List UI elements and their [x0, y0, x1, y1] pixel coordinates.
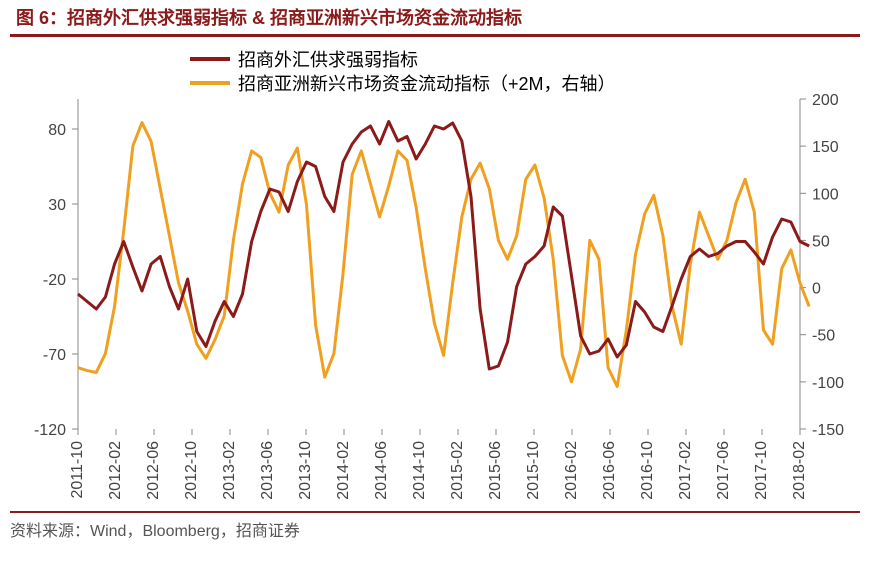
legend-label-1: 招商外汇供求强弱指标	[238, 46, 418, 72]
title-rule-top	[10, 34, 860, 37]
svg-text:-20: -20	[43, 272, 66, 289]
svg-text:200: 200	[812, 92, 839, 109]
figure-title: 图 6：招商外汇供求强弱指标 & 招商亚洲新兴市场资金流动指标	[10, 4, 522, 30]
svg-text:-100: -100	[812, 375, 844, 392]
legend-item-1: 招商外汇供求强弱指标	[190, 47, 616, 71]
svg-text:2013-06: 2013-06	[259, 441, 276, 500]
svg-text:2014-02: 2014-02	[335, 441, 352, 500]
chart-svg: -120 -70 -20 30 80 -150 -100 -50 0 50 100 150 200 201…	[10, 43, 860, 511]
svg-text:0: 0	[812, 281, 821, 298]
svg-text:80: 80	[48, 122, 66, 139]
svg-text:2012-06: 2012-06	[145, 441, 162, 500]
svg-text:2015-02: 2015-02	[449, 441, 466, 500]
svg-text:2015-06: 2015-06	[487, 441, 504, 500]
plot-area: 招商外汇供求强弱指标 招商亚洲新兴市场资金流动指标（+2M，右轴） -120 -7…	[10, 43, 860, 511]
svg-text:50: 50	[812, 233, 830, 250]
svg-text:2016-02: 2016-02	[563, 441, 580, 500]
legend-swatch-2	[190, 81, 230, 85]
legend-swatch-1	[190, 57, 230, 61]
legend-label-2: 招商亚洲新兴市场资金流动指标（+2M，右轴）	[238, 70, 616, 96]
svg-text:150: 150	[812, 139, 839, 156]
title-bar: 图 6：招商外汇供求强弱指标 & 招商亚洲新兴市场资金流动指标	[10, 0, 860, 34]
svg-text:2011-10: 2011-10	[69, 441, 86, 499]
svg-text:2012-10: 2012-10	[183, 441, 200, 500]
svg-text:2017-06: 2017-06	[715, 441, 732, 500]
svg-text:2013-10: 2013-10	[297, 441, 314, 500]
svg-text:2018-02: 2018-02	[791, 441, 808, 500]
svg-text:2013-02: 2013-02	[221, 441, 238, 500]
svg-text:2017-10: 2017-10	[753, 441, 770, 500]
bottom-rule	[10, 511, 860, 513]
legend-item-2: 招商亚洲新兴市场资金流动指标（+2M，右轴）	[190, 71, 616, 95]
figure: 图 6：招商外汇供求强弱指标 & 招商亚洲新兴市场资金流动指标 招商外汇供求强弱…	[0, 0, 870, 576]
source-text: 资料来源：Wind，Bloomberg，招商证券	[10, 517, 860, 541]
svg-text:100: 100	[812, 186, 839, 203]
svg-text:2014-06: 2014-06	[373, 441, 390, 500]
svg-text:-70: -70	[43, 347, 66, 364]
svg-text:-120: -120	[34, 422, 66, 439]
svg-text:2014-10: 2014-10	[411, 441, 428, 500]
svg-text:2012-02: 2012-02	[107, 441, 124, 500]
svg-text:2016-06: 2016-06	[601, 441, 618, 500]
svg-text:30: 30	[48, 197, 66, 214]
svg-text:2016-10: 2016-10	[639, 441, 656, 500]
svg-text:2015-10: 2015-10	[525, 441, 542, 500]
svg-text:-50: -50	[812, 328, 835, 345]
svg-text:-150: -150	[812, 422, 844, 439]
legend: 招商外汇供求强弱指标 招商亚洲新兴市场资金流动指标（+2M，右轴）	[190, 47, 616, 95]
svg-text:2017-02: 2017-02	[677, 441, 694, 500]
